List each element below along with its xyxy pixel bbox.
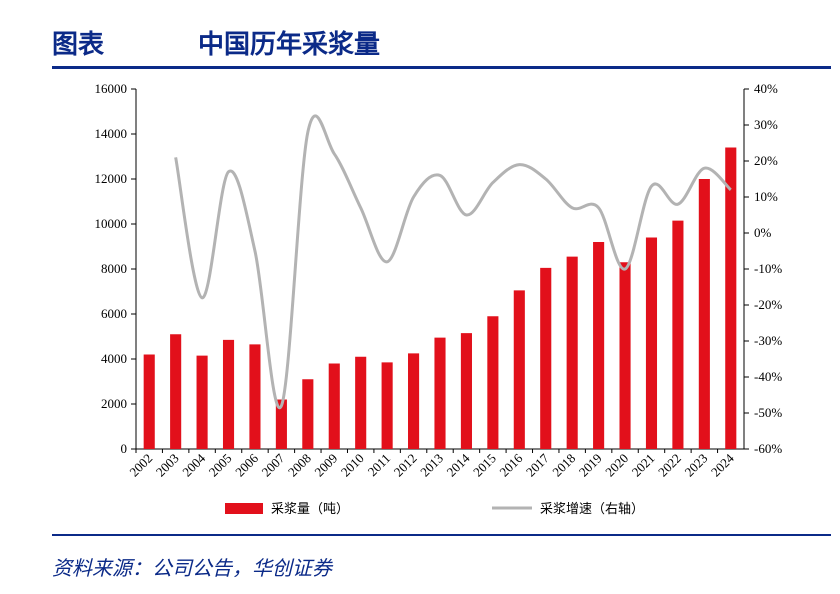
y-left-tick-label: 16000 bbox=[95, 81, 128, 96]
bar bbox=[355, 356, 367, 449]
growth-line bbox=[174, 114, 732, 410]
y-left-tick-label: 0 bbox=[121, 441, 128, 456]
y-right-tick-label: -30% bbox=[754, 333, 782, 348]
x-tick-label: 2008 bbox=[285, 451, 314, 480]
y-right-tick-label: -20% bbox=[754, 297, 782, 312]
y-left-tick-label: 4000 bbox=[101, 351, 127, 366]
y-left-tick-label: 6000 bbox=[101, 306, 127, 321]
x-tick-label: 2010 bbox=[338, 451, 367, 480]
bar bbox=[513, 290, 525, 449]
chart-title: 中国历年采浆量 bbox=[198, 29, 381, 60]
y-right-tick-label: -40% bbox=[754, 369, 782, 384]
bar bbox=[275, 399, 287, 449]
bar bbox=[302, 379, 314, 449]
bar bbox=[408, 353, 420, 449]
x-tick-label: 2003 bbox=[153, 451, 182, 480]
x-tick-label: 2014 bbox=[444, 450, 473, 479]
x-tick-label: 2015 bbox=[470, 451, 499, 480]
bar bbox=[698, 179, 710, 449]
y-right-tick-label: 0% bbox=[754, 225, 772, 240]
bar bbox=[645, 237, 658, 449]
x-tick-label: 2011 bbox=[365, 451, 394, 480]
bar bbox=[434, 337, 446, 449]
bar bbox=[619, 262, 631, 449]
bar bbox=[460, 333, 472, 449]
bar bbox=[566, 256, 578, 449]
y-right-tick-label: 10% bbox=[754, 189, 778, 204]
bar bbox=[328, 363, 340, 449]
bar bbox=[222, 339, 235, 449]
legend-bar-swatch bbox=[225, 503, 263, 514]
x-tick-label: 2005 bbox=[206, 451, 235, 480]
bar bbox=[196, 355, 208, 449]
bar-series bbox=[143, 147, 737, 449]
bar bbox=[249, 344, 261, 449]
x-tick-label: 2007 bbox=[259, 450, 288, 479]
bar bbox=[143, 354, 155, 449]
x-tick-label: 2009 bbox=[311, 451, 340, 480]
x-tick-label: 2021 bbox=[629, 451, 658, 480]
x-tick-label: 2018 bbox=[549, 451, 578, 480]
source-note: 资料来源：公司公告，华创证券 bbox=[52, 556, 332, 580]
x-tick-label: 2006 bbox=[232, 450, 261, 479]
legend-bar-label: 采浆量（吨） bbox=[271, 502, 349, 517]
x-tick-label: 2022 bbox=[655, 451, 684, 480]
x-tick-label: 2013 bbox=[417, 451, 446, 480]
chart-legend: 采浆量（吨） 采浆增速（右轴） bbox=[225, 502, 644, 517]
x-tick-label: 2012 bbox=[391, 451, 420, 480]
y-left-tick-label: 2000 bbox=[101, 396, 127, 411]
bar bbox=[487, 316, 499, 449]
x-tick-label: 2020 bbox=[602, 451, 631, 480]
x-tick-label: 2023 bbox=[681, 451, 710, 480]
bar bbox=[593, 242, 605, 449]
y-right-tick-label: 40% bbox=[754, 81, 778, 96]
line-series bbox=[174, 114, 732, 410]
bar bbox=[540, 267, 552, 449]
legend-line-label: 采浆增速（右轴） bbox=[540, 502, 644, 517]
x-tick-label: 2024 bbox=[708, 450, 737, 479]
y-left-tick-label: 10000 bbox=[95, 216, 128, 231]
y-right-tick-label: -50% bbox=[754, 405, 782, 420]
y-right-tick-label: 20% bbox=[754, 153, 778, 168]
y-left-tick-label: 8000 bbox=[101, 261, 127, 276]
y-right-tick-label: -60% bbox=[754, 441, 782, 456]
figure-label: 图表 bbox=[52, 29, 105, 60]
y-right-tick-label: -10% bbox=[754, 261, 782, 276]
x-tick-label: 2017 bbox=[523, 450, 552, 479]
x-tick-label: 2002 bbox=[126, 451, 155, 480]
y-left-tick-label: 14000 bbox=[95, 126, 128, 141]
x-tick-label: 2019 bbox=[576, 451, 605, 480]
bar bbox=[725, 147, 737, 449]
x-tick-label: 2004 bbox=[179, 450, 208, 479]
bar bbox=[672, 220, 684, 449]
y-right-tick-label: 30% bbox=[754, 117, 778, 132]
title-divider bbox=[52, 66, 831, 69]
x-tick-label: 2016 bbox=[496, 450, 525, 479]
footer-divider bbox=[52, 534, 831, 536]
bar bbox=[381, 362, 393, 449]
bar bbox=[170, 334, 182, 449]
y-left-tick-label: 12000 bbox=[95, 171, 128, 186]
